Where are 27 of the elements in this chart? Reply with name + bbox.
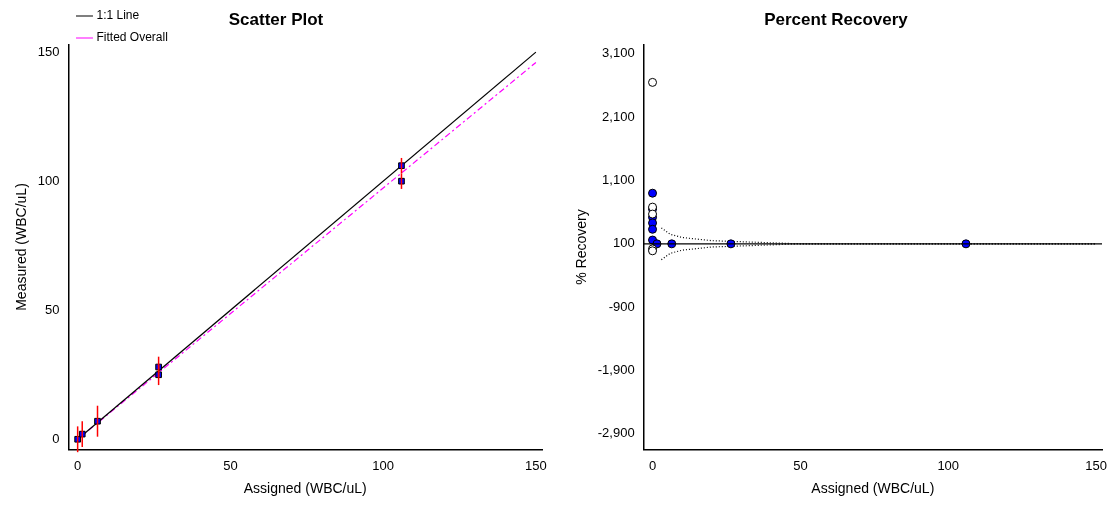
y-tick-label: 0: [52, 430, 60, 446]
legend-label: Fitted Overall: [96, 30, 168, 45]
chart-title: Percent Recovery: [764, 9, 909, 29]
x-tick-label: 150: [1085, 457, 1107, 473]
x-tick-label: 0: [648, 457, 657, 473]
x-tick-label: 150: [525, 457, 547, 473]
x-tick-label: 0: [74, 457, 82, 473]
legend-label: 1:1 Line: [96, 8, 140, 23]
y-tick-label: -900: [608, 298, 635, 314]
y-axis-title: % Recovery: [573, 209, 590, 285]
x-tick-label: 50: [793, 457, 808, 473]
x-axis-title: Assigned (WBC/uL): [811, 480, 935, 497]
x-tick-label: 100: [937, 457, 960, 473]
y-tick-label: 100: [37, 172, 60, 188]
y-tick-label: 3,100: [602, 45, 635, 61]
y-tick-label: -1,900: [597, 362, 635, 378]
x-tick-label: 50: [223, 457, 238, 473]
y-tick-label: 50: [45, 301, 60, 317]
y-tick-label: 100: [612, 235, 635, 251]
chart-title: Scatter Plot: [228, 9, 324, 29]
y-tick-label: 1,100: [602, 172, 635, 188]
y-tick-label: -2,900: [597, 425, 635, 441]
y-tick-label: 150: [37, 43, 60, 59]
y-tick-label: 2,100: [602, 108, 635, 124]
y-axis-title: Measured (WBC/uL): [13, 183, 30, 311]
x-axis-title: Assigned (WBC/uL): [243, 480, 367, 497]
x-tick-label: 100: [372, 457, 394, 473]
